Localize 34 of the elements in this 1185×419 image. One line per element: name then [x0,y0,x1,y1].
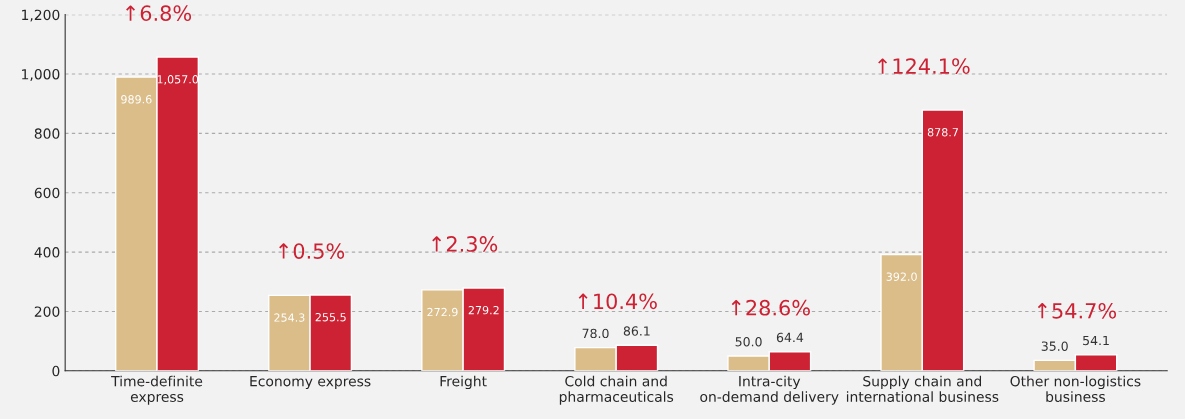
data-label: 35.0 [1041,341,1068,351]
data-label: 54.1 [1083,335,1109,346]
y-tick-label: 1,200 [22,9,60,22]
data-label: 255.5 [315,312,346,322]
data-label: 78.0 [582,328,609,339]
annotation: ↑124.1% [878,58,970,74]
data-label: 254.3 [274,313,305,322]
y-tick-label: 800 [34,128,60,139]
data-label: 50.0 [735,336,762,347]
annotation: ↑0.5% [279,243,345,259]
annotation: ↑6.8% [126,5,192,22]
x-tick-label: Economy express [250,376,371,390]
data-label: 989.6 [121,95,152,104]
x-tick-label: Other non-logistics business [1010,375,1141,402]
y-tick-label: 400 [34,247,60,258]
x-tick-label: Supply chain and international business [846,375,999,402]
annotation: ↑2.3% [432,236,498,252]
annotation: ↑54.7% [1037,302,1117,319]
data-label: 86.1 [623,326,650,336]
data-label: 878.7 [927,128,958,137]
annotation: ↑28.6% [731,299,810,316]
x-tick-label: Time-definite express [111,375,203,405]
x-tick-label: Freight [440,375,487,390]
y-tick-label: 600 [34,187,60,199]
annotation: ↑10.4% [578,293,657,310]
y-tick-label: 200 [34,306,60,317]
data-label: 279.2 [468,305,499,315]
y-tick-label: 1,000 [22,68,60,81]
data-label: 64.4 [776,332,804,343]
data-label: 272.9 [427,307,458,317]
x-tick-label: Intra-city on-demand delivery [700,375,839,405]
data-label: 392.0 [886,272,917,281]
y-tick-label: 0 [52,365,60,377]
x-tick-label: Cold chain and pharmaceuticals [559,375,674,405]
